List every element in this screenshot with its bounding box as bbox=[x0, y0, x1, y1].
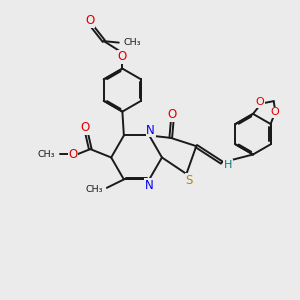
Text: O: O bbox=[81, 121, 90, 134]
Text: CH₃: CH₃ bbox=[124, 38, 141, 47]
Text: O: O bbox=[255, 97, 264, 107]
Text: O: O bbox=[118, 50, 127, 63]
Text: CH₃: CH₃ bbox=[38, 150, 55, 159]
Text: O: O bbox=[85, 14, 95, 27]
Text: O: O bbox=[168, 108, 177, 121]
Text: N: N bbox=[146, 124, 155, 136]
Text: N: N bbox=[145, 179, 154, 192]
Text: O: O bbox=[68, 148, 78, 161]
Text: CH₃: CH₃ bbox=[85, 184, 103, 194]
Text: S: S bbox=[185, 174, 193, 187]
Text: O: O bbox=[270, 107, 279, 117]
Text: H: H bbox=[224, 160, 232, 170]
